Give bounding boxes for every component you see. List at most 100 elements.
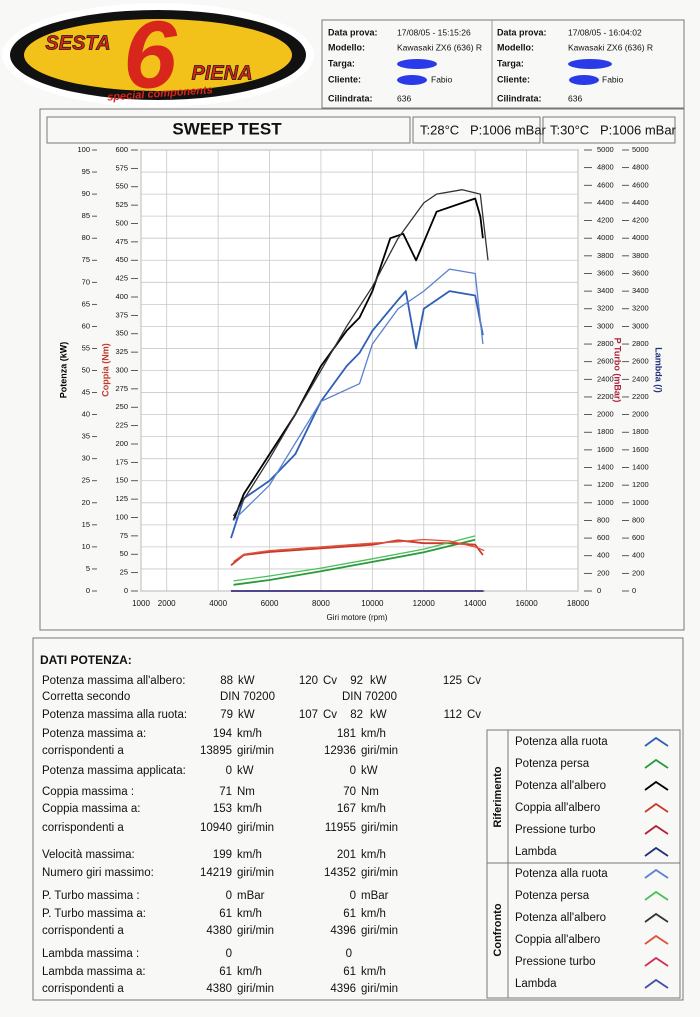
row-value: 0 — [346, 948, 352, 960]
row-label: Potenza massima applicata: — [42, 765, 186, 777]
row-value: giri/min — [237, 983, 274, 995]
row-value: km/h — [361, 728, 386, 740]
row-label: Lambda massima : — [42, 948, 139, 960]
row-value: Cv — [467, 675, 481, 687]
y-tick-label: 4000 — [597, 233, 614, 242]
row-value: 61 — [343, 908, 356, 920]
y-tick-label: 1600 — [632, 445, 649, 454]
row-value: 120 — [299, 675, 318, 687]
curve — [233, 538, 476, 586]
y-tick-label: 200 — [115, 439, 128, 448]
table-frame — [32, 637, 684, 1001]
row-value: 13895 — [200, 745, 232, 757]
title-box — [46, 116, 411, 144]
header-value: Kawasaki ZX6 (636) R — [397, 42, 482, 52]
row-value: 79 — [220, 709, 233, 721]
x-tick-label: 14000 — [464, 599, 487, 608]
y-tick-label: 85 — [82, 211, 90, 220]
row-value: 0 — [350, 765, 356, 777]
header-label: Targa: — [328, 58, 355, 68]
x-tick-label: 8000 — [312, 599, 330, 608]
legend-icon — [644, 912, 669, 923]
y-tick-label: 200 — [597, 568, 610, 577]
y-tick-label: 450 — [115, 255, 128, 264]
row-value: 82 — [350, 709, 363, 721]
y-tick-label: 90 — [82, 189, 90, 198]
table-title: DATI POTENZA: — [40, 653, 132, 667]
y-tick-label: 0 — [632, 586, 636, 595]
y-tick-label: 3000 — [597, 321, 614, 330]
legend-group: Confronto — [492, 903, 504, 956]
y-tick-label: 325 — [115, 347, 128, 356]
legend-label: Potenza alla ruota — [515, 868, 608, 880]
legend-label: Lambda — [515, 846, 557, 858]
y-tick-label: 4400 — [597, 198, 614, 207]
legend-icon — [644, 934, 669, 945]
row-label: Lambda massima a: — [42, 966, 146, 978]
y-tick-label: 1800 — [597, 427, 614, 436]
y-tick-label: 475 — [115, 237, 128, 246]
row-value: DIN 70200 — [220, 691, 275, 703]
y-tick-label: 500 — [115, 218, 128, 227]
row-value: giri/min — [361, 925, 398, 937]
y-tick-label: 25 — [82, 476, 90, 485]
y-tick-label: 150 — [115, 476, 128, 485]
redactions — [397, 59, 612, 85]
header-label: Cilindrata: — [328, 93, 373, 103]
y-tick-label: 3600 — [632, 268, 649, 277]
y-tick-label: 2400 — [632, 374, 649, 383]
y-tick-label: 95 — [82, 167, 90, 176]
logo-numeral: 6 — [123, 1, 177, 108]
y-tick-label: 5 — [86, 564, 90, 573]
row-value: km/h — [237, 849, 262, 861]
row-value: Nm — [361, 786, 379, 798]
y-tick-label: 425 — [115, 274, 128, 283]
y-tick-label: 4600 — [597, 180, 614, 189]
legend-label: Coppia all'albero — [515, 934, 600, 946]
legend-box — [486, 729, 681, 999]
y-tick-label: 4200 — [597, 216, 614, 225]
y-tick-label: 175 — [115, 457, 128, 466]
row-value: 153 — [213, 803, 232, 815]
row-value: 167 — [337, 803, 356, 815]
y-tick-label: 375 — [115, 310, 128, 319]
y-tick-label: 400 — [115, 292, 128, 301]
row-value: 61 — [219, 908, 232, 920]
y-tick-label: 300 — [115, 365, 128, 374]
header-value: Fabio — [431, 74, 453, 84]
row-value: 194 — [213, 728, 233, 740]
chart-frame — [39, 108, 685, 631]
header-label: Data prova: — [497, 27, 547, 37]
y-tick-label: 100 — [115, 512, 128, 521]
row-value: 199 — [213, 849, 232, 861]
y-tick-label: 80 — [82, 233, 90, 242]
row-value: 11955 — [325, 822, 356, 834]
row-value: km/h — [237, 728, 262, 740]
y-tick-label: 20 — [82, 498, 90, 507]
y-tick-label: 600 — [115, 145, 128, 154]
y-tick-label: 15 — [82, 520, 90, 529]
row-label: corrispondenti a — [42, 822, 124, 834]
y-tick-label: 2800 — [597, 339, 614, 348]
legend-label: Coppia all'albero — [515, 802, 600, 814]
y-tick-label: 125 — [115, 494, 128, 503]
conditions-box — [412, 116, 541, 144]
y-tick-label: 4400 — [632, 198, 649, 207]
row-label: Potenza massima a: — [42, 728, 146, 740]
y-tick-label: 70 — [82, 277, 90, 286]
curve — [233, 268, 484, 521]
y-tick-label: 2600 — [597, 357, 614, 366]
y-tick-label: 55 — [82, 343, 90, 352]
row-value: Cv — [323, 709, 337, 721]
row-value: 61 — [343, 966, 356, 978]
row-label: Corretta secondo — [42, 691, 130, 703]
y-tick-label: 4800 — [632, 163, 649, 172]
y-tick-label: 1400 — [597, 463, 614, 472]
legend-icon — [644, 802, 669, 813]
legend-icon — [644, 758, 669, 769]
row-value: km/h — [237, 908, 262, 920]
y-tick-label: 4800 — [597, 163, 614, 172]
row-value: kW — [237, 765, 254, 777]
x-tick-label: 4000 — [209, 599, 227, 608]
logo: 6 SESTA PIENA special components — [2, 1, 314, 108]
